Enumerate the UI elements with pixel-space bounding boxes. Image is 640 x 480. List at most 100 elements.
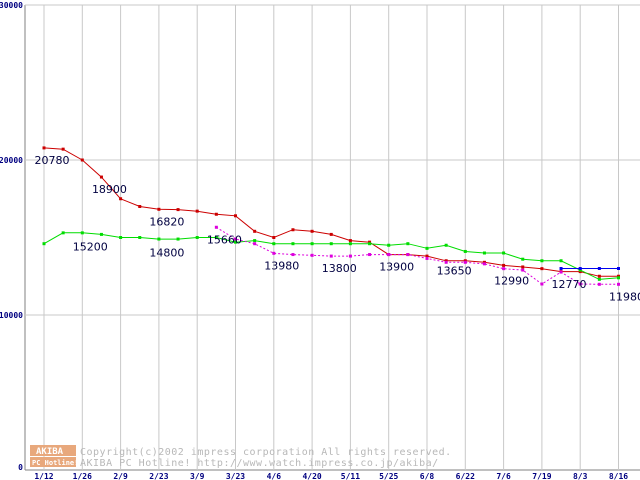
x-tick-label: 1/12 [34, 472, 53, 480]
series-point-2 [329, 254, 333, 258]
series-point-1 [368, 242, 372, 246]
logo-text-akiba: AKIBA [36, 447, 64, 457]
logo-box-top [30, 445, 76, 456]
data-label: 20780 [35, 154, 70, 167]
series-point-1 [406, 242, 410, 246]
series-point-2 [425, 256, 429, 260]
series-point-1 [540, 259, 544, 263]
series-point-1 [234, 240, 237, 244]
series-point-0 [99, 175, 103, 179]
series-point-2 [348, 254, 352, 258]
series-point-0 [540, 267, 544, 271]
x-tick-label: 7/6 [496, 472, 511, 480]
series-point-2 [482, 262, 486, 266]
series-point-2 [502, 267, 506, 271]
series-point-2 [310, 253, 314, 257]
logo-box-bottom [30, 457, 76, 467]
x-tick-label: 7/19 [532, 472, 551, 480]
series-point-0 [425, 254, 429, 258]
series-point-0 [42, 146, 46, 150]
x-tick-label: 3/23 [226, 472, 245, 480]
copyright-line-2: AKIBA PC Hotline! http://www.watch.impre… [80, 458, 439, 469]
series-point-0 [61, 147, 65, 151]
series-point-0 [463, 259, 467, 263]
series-point-1 [559, 259, 563, 263]
x-tick-label: 3/9 [190, 472, 205, 480]
x-tick-label: 5/25 [379, 472, 398, 480]
series-point-0 [368, 240, 372, 244]
series-point-1 [597, 277, 601, 281]
series-point-0 [578, 270, 582, 274]
series-point-0 [119, 197, 123, 201]
series-point-0 [617, 274, 620, 278]
series-point-2 [597, 282, 601, 286]
series-point-0 [597, 274, 601, 278]
series-point-3 [597, 267, 601, 270]
series-point-0 [195, 209, 199, 213]
series-point-1 [214, 236, 218, 239]
series-point-0 [80, 158, 84, 162]
x-tick-label: 1/26 [73, 472, 92, 480]
series-point-0 [157, 207, 161, 211]
series-line-2 [216, 226, 619, 285]
series-point-2 [234, 237, 237, 241]
x-axis-ticks: 1/12 1/26 2/9 2/23 3/9 3/23 4/6 4/20 5/11 5/25 6/8… [34, 472, 628, 480]
series-point-2 [444, 260, 448, 264]
series-point-0 [214, 212, 218, 216]
data-label: 13980 [264, 259, 299, 272]
series-layer [42, 146, 620, 286]
series-point-1 [42, 242, 46, 246]
series-point-0 [444, 259, 448, 263]
series-point-2 [406, 253, 410, 257]
series-point-0 [482, 260, 486, 264]
series-point-1 [80, 231, 84, 235]
series-point-1 [138, 236, 142, 239]
series-point-1 [578, 268, 582, 272]
data-label: 16820 [149, 215, 184, 228]
data-label: 14800 [149, 247, 184, 260]
series-point-0 [348, 239, 352, 243]
series-point-1 [521, 257, 525, 261]
y-tick-label: 10000 [0, 311, 23, 320]
series-point-1 [348, 242, 352, 246]
data-label: 12990 [494, 275, 529, 288]
y-tick-label: 30000 [0, 1, 23, 10]
x-tick-label: 8/3 [573, 472, 588, 480]
series-point-0 [291, 228, 295, 232]
x-tick-label: 2/9 [113, 472, 128, 480]
series-point-1 [482, 251, 486, 255]
data-label: 11980 [609, 290, 640, 303]
series-point-1 [272, 242, 276, 246]
series-point-2 [272, 251, 276, 255]
y-tick-label: 0 [18, 463, 23, 472]
data-label: 13650 [437, 264, 472, 277]
series-point-1 [387, 243, 391, 247]
x-tick-label: 2/23 [149, 472, 168, 480]
y-tick-label: 20000 [0, 156, 23, 165]
series-point-2 [387, 253, 391, 257]
chart-grid [24, 4, 640, 471]
series-point-0 [253, 229, 257, 233]
series-point-0 [310, 229, 314, 233]
series-point-2 [368, 253, 372, 257]
series-point-2 [578, 282, 582, 286]
x-tick-label: 4/6 [267, 472, 282, 480]
series-point-3 [559, 267, 563, 270]
series-point-0 [272, 236, 276, 239]
series-point-1 [253, 239, 257, 243]
series-point-1 [61, 231, 65, 235]
series-point-2 [253, 242, 257, 246]
series-point-2 [463, 260, 467, 264]
series-point-1 [291, 242, 295, 246]
series-point-2 [617, 282, 620, 286]
series-point-0 [521, 265, 525, 269]
series-point-1 [176, 237, 180, 241]
series-point-0 [234, 214, 237, 218]
series-point-0 [138, 205, 142, 208]
series-point-1 [444, 243, 448, 247]
y-axis-ticks: 30000 20000 10000 0 [0, 1, 23, 472]
series-point-1 [502, 251, 506, 255]
data-label: 15200 [73, 240, 108, 253]
x-tick-label: 6/8 [420, 472, 435, 480]
